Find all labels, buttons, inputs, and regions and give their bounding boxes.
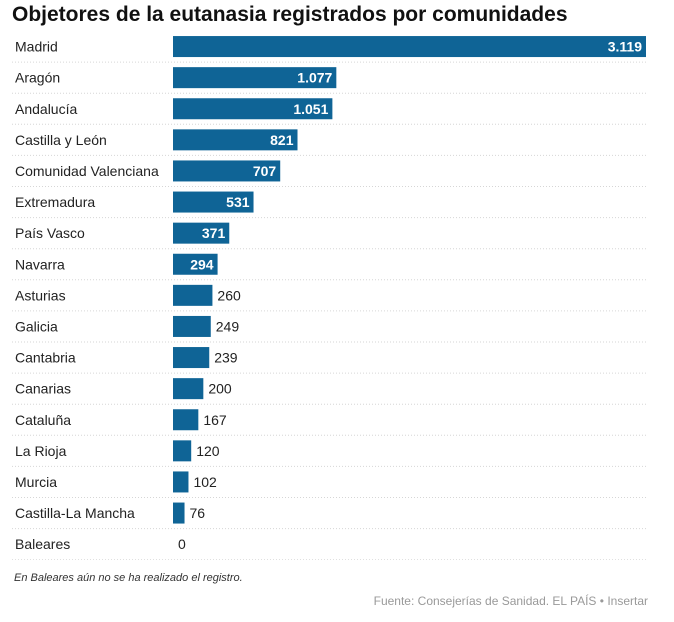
value-label: 0 (178, 536, 186, 552)
bar (173, 440, 192, 462)
value-label: 200 (208, 381, 232, 397)
category-label: Castilla y León (15, 132, 107, 148)
category-label: Cataluña (15, 412, 71, 428)
value-label: 1.077 (297, 70, 332, 86)
value-label: 102 (193, 474, 217, 490)
bar (173, 222, 230, 244)
category-label: Castilla-La Mancha (15, 505, 135, 521)
value-label: 821 (270, 132, 294, 148)
value-label: 249 (216, 318, 240, 334)
chart-title: Objetores de la eutanasia registrados po… (12, 3, 568, 26)
bar (173, 191, 254, 213)
bar (173, 502, 185, 524)
category-label: Galicia (15, 318, 58, 334)
bar (173, 160, 281, 182)
bar (173, 253, 218, 275)
value-label: 531 (226, 194, 250, 210)
category-label: Andalucía (15, 101, 77, 117)
bar (173, 98, 333, 120)
separator: • (596, 594, 608, 608)
bar (173, 284, 213, 306)
bar (173, 67, 337, 89)
value-label: 260 (217, 287, 241, 303)
category-label: Cantabria (15, 350, 76, 366)
bar (173, 36, 646, 58)
category-label: País Vasco (15, 225, 85, 241)
category-label: Madrid (15, 39, 58, 55)
value-label: 1.051 (293, 101, 328, 117)
category-label: Baleares (15, 536, 70, 552)
category-label: Comunidad Valenciana (15, 163, 159, 179)
value-label: 371 (202, 225, 226, 241)
value-label: 167 (203, 412, 227, 428)
value-label: 76 (190, 505, 206, 521)
category-label: Canarias (15, 381, 71, 397)
bar (173, 315, 211, 337)
value-label: 3.119 (608, 39, 642, 55)
insert-link[interactable]: Insertar (607, 594, 648, 608)
value-label: 294 (190, 256, 214, 272)
bar (173, 347, 210, 369)
bar (173, 471, 189, 493)
category-label: Navarra (15, 256, 65, 272)
category-label: Asturias (15, 287, 66, 303)
category-label: Aragón (15, 70, 60, 86)
bar-chart: Madrid 3.119 Aragón 1.077 Andalucía 1.051 Cast… (12, 36, 646, 560)
value-label: 120 (196, 443, 220, 459)
value-label: 239 (214, 350, 238, 366)
category-label: Extremadura (15, 194, 95, 210)
bar (173, 129, 298, 151)
value-label: 707 (253, 163, 277, 179)
chart-note: En Baleares aún no se ha realizado el re… (14, 572, 243, 584)
source-text: Fuente: Consejerías de Sanidad. EL PAÍS (373, 594, 597, 608)
bar (173, 409, 199, 431)
category-label: La Rioja (15, 443, 67, 459)
bar (173, 378, 204, 400)
category-label: Murcia (15, 474, 57, 490)
source-line: Fuente: Consejerías de Sanidad. EL PAÍS … (374, 594, 648, 608)
